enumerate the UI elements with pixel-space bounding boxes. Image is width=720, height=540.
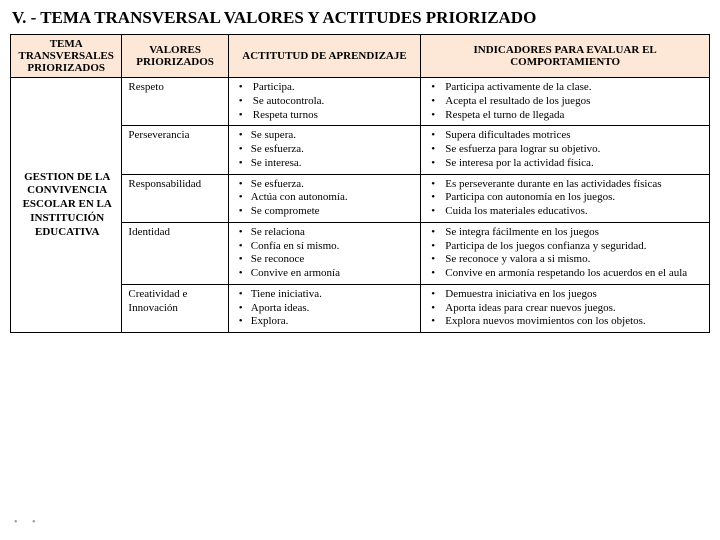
list-item: Actúa con autonomía. [235,191,416,205]
list-item: Participa de los juegos confianza y segu… [427,240,705,254]
slide-page: V. - TEMA TRANSVERSAL VALORES Y ACTITUDE… [0,0,720,540]
list-item: Se interesa por la actividad física. [427,157,705,171]
list-item: Participa con autonomía en los juegos. [427,191,705,205]
list-item: Se integra fácilmente en los juegos [427,226,705,240]
list-item: Supera dificultades motrices [427,129,705,143]
list-item: Se esfuerza para lograr su objetivo. [427,143,705,157]
list-item: Confía en sí mismo. [235,240,416,254]
cell-valor: Responsabilidad [122,174,228,222]
cell-actitud: Se supera.Se esfuerza.Se interesa. [228,126,420,174]
values-table: TEMA TRANSVERSALES PRIORIZADOS VALORES P… [10,34,710,333]
list-item: Se interesa. [235,157,416,171]
decorative-dots: • • [14,517,42,528]
list-item: Se relaciona [235,226,416,240]
table-body: GESTION DE LA CONVIVENCIA ESCOLAR EN LA … [11,78,710,333]
list-item: Tiene iniciativa. [235,288,416,302]
cell-indicador: Es perseverante durante en las actividad… [421,174,710,222]
col-header-indicadores: INDICADORES PARA EVALUAR EL COMPORTAMIEN… [421,35,710,78]
cell-indicador: Supera dificultades motricesSe esfuerza … [421,126,710,174]
cell-actitud: Participa.Se autocontrola.Respeta turnos [228,78,420,126]
list-item: Aporta ideas para crear nuevos juegos. [427,302,705,316]
col-header-tema: TEMA TRANSVERSALES PRIORIZADOS [11,35,122,78]
list-item: Se esfuerza. [235,143,416,157]
list-item: Se reconoce [235,253,416,267]
list-item: Participa. [235,81,416,95]
table-row: GESTION DE LA CONVIVENCIA ESCOLAR EN LA … [11,78,710,126]
cell-actitud: Se relacionaConfía en sí mismo.Se recono… [228,222,420,284]
cell-indicador: Demuestra iniciativa en los juegosAporta… [421,284,710,332]
list-item: Convive en armonía [235,267,416,281]
row-header-tema: GESTION DE LA CONVIVENCIA ESCOLAR EN LA … [11,78,122,333]
list-item: Explora nuevos movimientos con los objet… [427,315,705,329]
cell-valor: Perseverancia [122,126,228,174]
cell-indicador: Se integra fácilmente en los juegosParti… [421,222,710,284]
list-item: Se reconoce y valora a si mismo. [427,253,705,267]
list-item: Se esfuerza. [235,178,416,192]
col-header-valores: VALORES PRIORIZADOS [122,35,228,78]
cell-indicador: Participa activamente de la clase.Acepta… [421,78,710,126]
list-item: Convive en armonía respetando los acuerd… [427,267,705,281]
table-header-row: TEMA TRANSVERSALES PRIORIZADOS VALORES P… [11,35,710,78]
cell-actitud: Tiene iniciativa.Aporta ideas.Explora. [228,284,420,332]
list-item: Acepta el resultado de los juegos [427,95,705,109]
page-title: V. - TEMA TRANSVERSAL VALORES Y ACTITUDE… [12,8,710,28]
list-item: Es perseverante durante en las actividad… [427,178,705,192]
list-item: Se compromete [235,205,416,219]
col-header-actitud: ACTITUTUD DE APRENDIZAJE [228,35,420,78]
cell-valor: Creatividad e Innovación [122,284,228,332]
list-item: Se supera. [235,129,416,143]
list-item: Participa activamente de la clase. [427,81,705,95]
list-item: Explora. [235,315,416,329]
cell-valor: Respeto [122,78,228,126]
cell-actitud: Se esfuerza.Actúa con autonomía.Se compr… [228,174,420,222]
list-item: Aporta ideas. [235,302,416,316]
list-item: Respeta turnos [235,109,416,123]
list-item: Cuida los materiales educativos. [427,205,705,219]
list-item: Se autocontrola. [235,95,416,109]
cell-valor: Identidad [122,222,228,284]
list-item: Demuestra iniciativa en los juegos [427,288,705,302]
list-item: Respeta el turno de llegada [427,109,705,123]
